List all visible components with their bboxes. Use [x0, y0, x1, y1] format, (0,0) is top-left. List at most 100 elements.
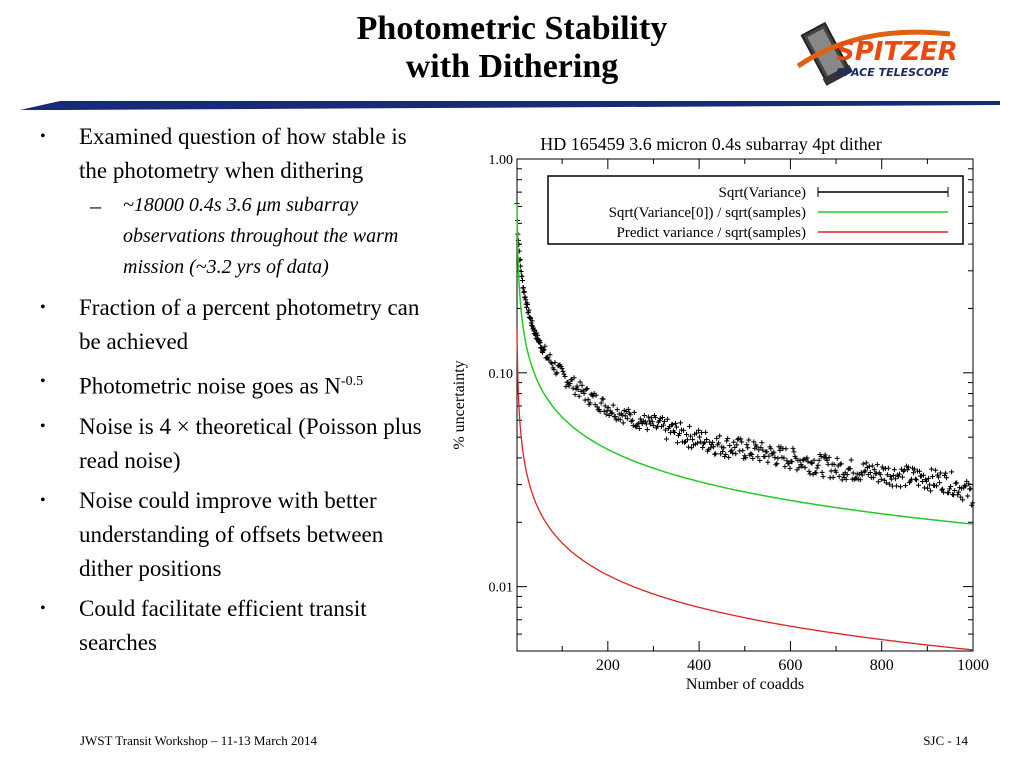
data-point [771, 449, 777, 455]
data-point [726, 454, 732, 460]
title-rule [20, 101, 1000, 110]
legend-label: Predict variance / sqrt(samples) [616, 225, 806, 241]
data-point [781, 455, 787, 461]
data-point [884, 472, 890, 478]
data-point [576, 393, 582, 399]
data-point [664, 416, 670, 422]
data-point [859, 472, 865, 478]
svg-text:SPACE TELESCOPE: SPACE TELESCOPE [836, 66, 950, 79]
data-point [944, 475, 950, 481]
data-point [787, 465, 793, 471]
bullet-marker: • [40, 373, 46, 390]
data-point [947, 486, 953, 492]
data-point [563, 384, 569, 390]
data-point [743, 455, 749, 461]
data-point [520, 285, 526, 291]
data-point [537, 340, 543, 346]
data-point [585, 397, 591, 403]
data-point [730, 450, 736, 456]
data-point [637, 416, 643, 422]
data-point [740, 448, 746, 454]
bullet-text: Noise is 4 × theoretical (Poisson plus r… [79, 413, 422, 473]
data-point [925, 485, 931, 491]
data-point [960, 497, 966, 503]
data-point [911, 466, 917, 472]
data-point [571, 375, 577, 381]
data-point [524, 304, 530, 310]
data-point [828, 468, 834, 474]
data-point [622, 413, 628, 419]
uncertainty-chart: HD 165459 3.6 micron 0.4s subarray 4pt d… [451, 134, 989, 693]
data-point [561, 371, 567, 377]
data-point [672, 420, 678, 426]
data-point [816, 457, 822, 463]
data-point [954, 480, 960, 486]
bullet-text: Photometric noise goes as N [79, 373, 341, 399]
data-point [782, 464, 788, 470]
series-predict-variance-line [516, 329, 973, 651]
data-point [929, 466, 935, 472]
data-point [649, 419, 655, 425]
data-point [661, 418, 667, 424]
data-point [710, 439, 716, 445]
data-point [731, 439, 737, 445]
data-point [766, 453, 772, 459]
x-tick-label: 800 [870, 657, 894, 674]
bullet-marker: • [40, 417, 46, 435]
data-point [758, 445, 764, 451]
x-axis-label: Number of coadds [686, 676, 804, 693]
data-point [572, 392, 578, 398]
data-point [915, 482, 921, 488]
data-point [890, 473, 896, 479]
bullet-item: • Examined question of how stable is the… [40, 120, 440, 188]
data-point [958, 494, 964, 500]
data-point [784, 458, 790, 464]
series-sqrt-variance-points [514, 200, 976, 508]
data-point [554, 370, 560, 376]
bullet-list: • Examined question of how stable is the… [40, 120, 440, 660]
data-point [869, 463, 875, 469]
data-point [896, 471, 902, 477]
data-point [751, 439, 757, 445]
title-line-2: with Dithering [405, 48, 619, 85]
data-point [833, 469, 839, 475]
data-point [755, 454, 761, 460]
data-point [713, 451, 719, 457]
bullet-superscript: -0.5 [340, 374, 364, 389]
footer-workshop: JWST Transit Workshop – 11-13 March 2014 [80, 733, 318, 748]
data-point [551, 367, 557, 373]
data-point [844, 472, 850, 478]
data-point [674, 440, 680, 446]
data-point [802, 465, 808, 471]
data-point [805, 459, 811, 465]
bullet-text: Examined question of how stable is the p… [79, 124, 407, 183]
data-point [858, 470, 864, 476]
data-point [843, 476, 849, 482]
data-point [559, 366, 565, 372]
data-point [969, 502, 975, 508]
data-point [717, 433, 723, 439]
data-point [812, 469, 818, 475]
data-point [617, 417, 623, 423]
bullet-marker: • [40, 299, 46, 316]
bullet-text: Fraction of a percent photometry can be … [79, 295, 420, 354]
bullet-item: • Noise is 4 × theoretical (Poisson plus… [40, 410, 440, 478]
data-point [641, 413, 647, 419]
data-point [681, 427, 687, 433]
data-point [765, 459, 771, 465]
data-point [783, 446, 789, 452]
data-point [912, 476, 918, 482]
data-point [574, 383, 580, 389]
data-point [748, 451, 754, 457]
data-point [937, 480, 943, 486]
data-point [732, 444, 738, 450]
data-point [547, 352, 553, 358]
data-point [822, 452, 828, 458]
data-point [598, 400, 604, 406]
data-point [600, 396, 606, 402]
bullet-item: • Fraction of a percent photometry can b… [40, 291, 440, 359]
data-point [965, 493, 971, 499]
data-point [933, 467, 939, 473]
data-point [529, 318, 535, 324]
data-point [584, 386, 590, 392]
